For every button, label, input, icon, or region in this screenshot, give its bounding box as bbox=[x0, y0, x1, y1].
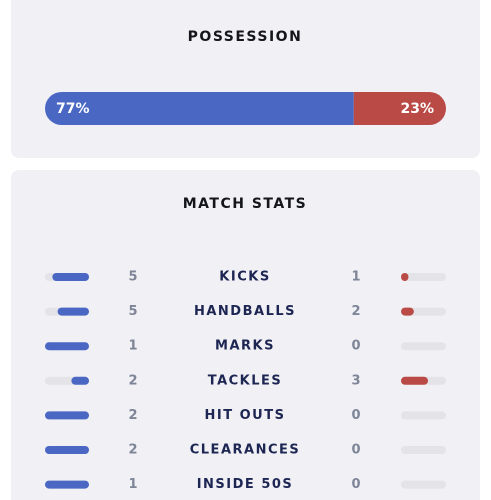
home-value: 5 bbox=[128, 270, 137, 285]
home-possession-label: 77% bbox=[56, 101, 90, 117]
home-possession bbox=[45, 92, 354, 125]
home-bar bbox=[52, 273, 89, 281]
stat-label: HANDBALLS bbox=[194, 304, 296, 319]
away-track bbox=[401, 480, 446, 489]
home-value: 1 bbox=[128, 477, 137, 492]
home-bar bbox=[45, 411, 89, 420]
away-possession-label: 23% bbox=[400, 101, 434, 117]
stat-label: TACKLES bbox=[208, 373, 283, 388]
possession-title: POSSESSION bbox=[188, 29, 303, 45]
away-bar bbox=[401, 376, 428, 385]
away-track bbox=[401, 411, 446, 420]
home-value: 2 bbox=[128, 443, 137, 458]
away-bar bbox=[401, 307, 414, 316]
away-value: 0 bbox=[351, 408, 360, 423]
away-possession bbox=[353, 92, 446, 125]
away-value: 3 bbox=[351, 373, 360, 388]
away-value: 0 bbox=[351, 443, 360, 458]
stats-title: MATCH STATS bbox=[183, 196, 308, 212]
home-bar bbox=[45, 342, 89, 351]
home-bar bbox=[71, 376, 89, 385]
home-bar bbox=[45, 446, 89, 454]
away-value: 0 bbox=[351, 477, 360, 492]
possession-card bbox=[11, 0, 480, 158]
possession-bar bbox=[45, 92, 446, 125]
stat-label: CLEARANCES bbox=[190, 443, 301, 458]
home-value: 5 bbox=[128, 304, 137, 319]
stat-label: MARKS bbox=[215, 339, 275, 354]
away-track bbox=[401, 342, 446, 351]
away-value: 0 bbox=[351, 339, 360, 354]
away-bar bbox=[401, 273, 409, 281]
away-value: 1 bbox=[351, 270, 360, 285]
away-value: 2 bbox=[351, 304, 360, 319]
away-track bbox=[401, 446, 446, 454]
stat-label: INSIDE 50S bbox=[197, 477, 294, 492]
home-value: 2 bbox=[128, 373, 137, 388]
home-bar bbox=[45, 480, 89, 489]
away-track bbox=[401, 273, 446, 281]
home-bar bbox=[57, 307, 89, 316]
stat-label: HIT OUTS bbox=[205, 408, 286, 423]
stats-card bbox=[11, 170, 480, 500]
home-value: 2 bbox=[128, 408, 137, 423]
home-value: 1 bbox=[128, 339, 137, 354]
stat-label: KICKS bbox=[219, 270, 270, 285]
